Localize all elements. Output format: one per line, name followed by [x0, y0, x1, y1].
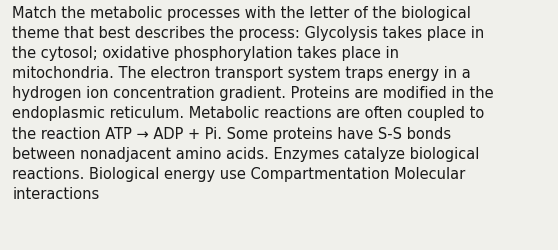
Text: Match the metabolic processes with the letter of the biological
theme that best : Match the metabolic processes with the l…: [12, 6, 494, 201]
